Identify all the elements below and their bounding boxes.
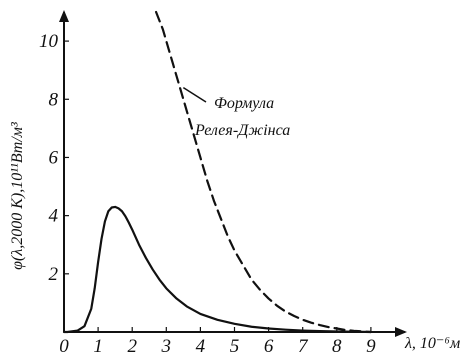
x-tick-label: 2: [127, 336, 137, 354]
annotation-label-line-1: Формула: [214, 95, 274, 112]
y-tick-label: 4: [49, 206, 59, 227]
x-tick-label: 6: [264, 336, 274, 354]
x-tick-label: 9: [366, 336, 376, 354]
x-tick-label: 4: [196, 336, 206, 354]
annotation-layer: Формула Релея-Джінса: [182, 87, 290, 139]
y-tick-label: 2: [49, 264, 59, 285]
rayleigh-jeans-curve: [154, 10, 372, 334]
y-tick-label: 6: [49, 147, 59, 168]
x-axis-label: λ, 10⁻⁶м: [404, 335, 460, 352]
annotation-label-line-2: Релея-Джінса: [194, 122, 290, 139]
x-tick-label: 0: [59, 336, 69, 354]
annotation-leader-line: [182, 87, 207, 103]
y-tick-label: 8: [49, 89, 59, 110]
x-tick-label: 8: [332, 336, 342, 354]
data-series: [62, 10, 372, 334]
x-tick-label: 5: [230, 336, 240, 354]
spectral-radiance-curve: [62, 205, 372, 334]
x-tick-label: 7: [298, 336, 309, 354]
x-tick-label: 1: [93, 336, 103, 354]
x-axis-ticks: 0 1 2 3 4 5 6 7 8 9: [59, 327, 376, 354]
x-tick-label: 3: [161, 336, 172, 354]
y-tick-label: 10: [39, 31, 59, 52]
y-axis-label: φ(λ,2000 К),10¹¹Вт/м³: [9, 122, 26, 270]
y-axis-ticks: 2 4 6 8 10: [39, 31, 69, 285]
